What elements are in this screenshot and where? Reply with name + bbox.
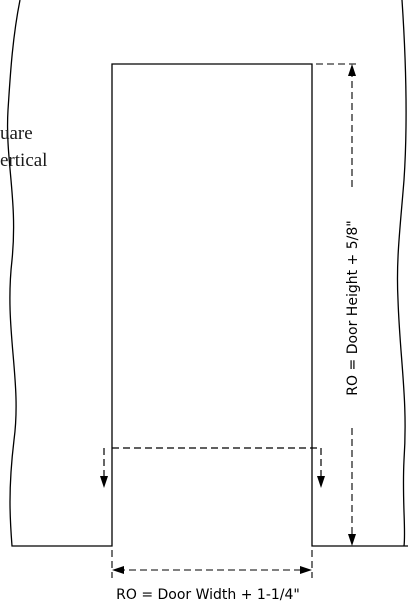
width-arrow-right xyxy=(300,566,312,574)
height-dimension-label: RO = Door Height + 5/8" xyxy=(345,220,361,395)
height-arrow-top xyxy=(348,64,356,76)
height-arrow-bottom xyxy=(348,534,356,546)
width-dimension-label: RO = Door Width + 1-1/4" xyxy=(116,587,300,603)
left-drop-arrow xyxy=(100,476,108,488)
right-drop-arrow xyxy=(317,476,325,488)
wall-outline xyxy=(6,0,408,547)
width-arrow-left xyxy=(112,566,124,574)
wall-note-line-2: ertical xyxy=(0,150,47,171)
wall-right-edge xyxy=(396,0,407,547)
wall-note-line-1: uare xyxy=(0,123,33,144)
